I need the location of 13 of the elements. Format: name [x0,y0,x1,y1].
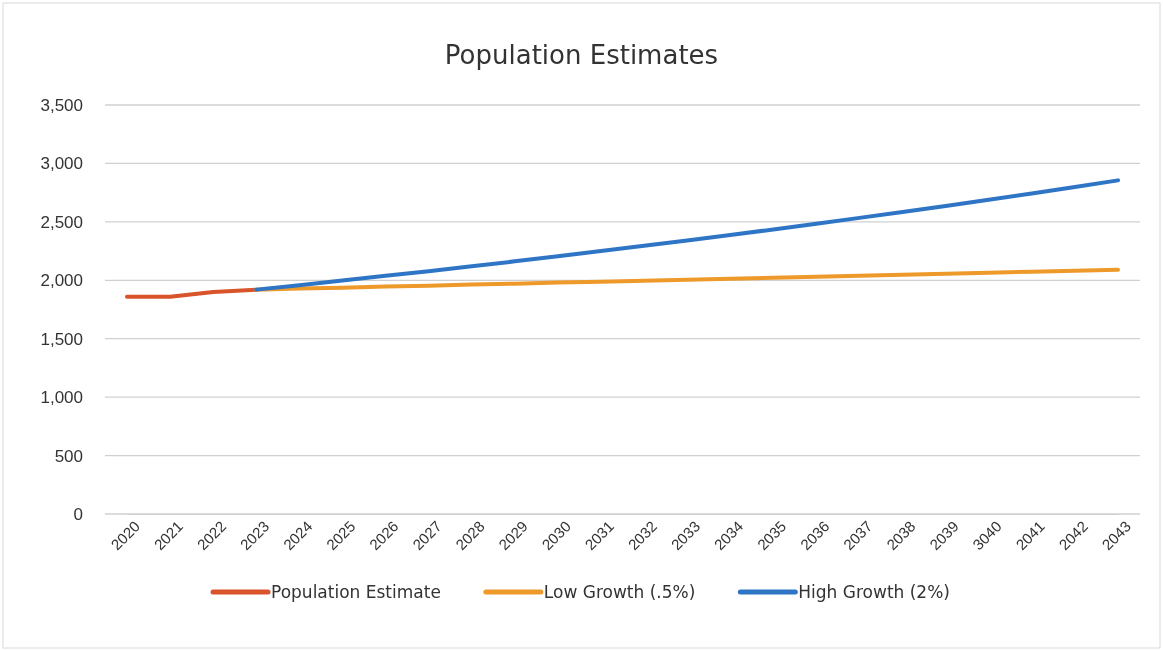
y-tick-label: 3,000 [40,154,83,174]
legend-label: Low Growth (.5%) [543,582,696,602]
chart-title: Population Estimates [444,40,719,70]
y-tick-label: 0 [73,504,83,524]
y-tick-label: 1,500 [40,329,83,349]
legend-label: High Growth (2%) [798,582,950,602]
y-tick-label: 2,500 [40,212,83,232]
line-series [254,178,1120,292]
y-tick-label: 3,500 [40,95,83,115]
y-tick-label: 2,000 [40,271,83,291]
legend-label: Population Estimate [271,582,441,602]
y-tick-label: 1,000 [40,388,83,408]
y-tick-label: 500 [54,446,83,466]
